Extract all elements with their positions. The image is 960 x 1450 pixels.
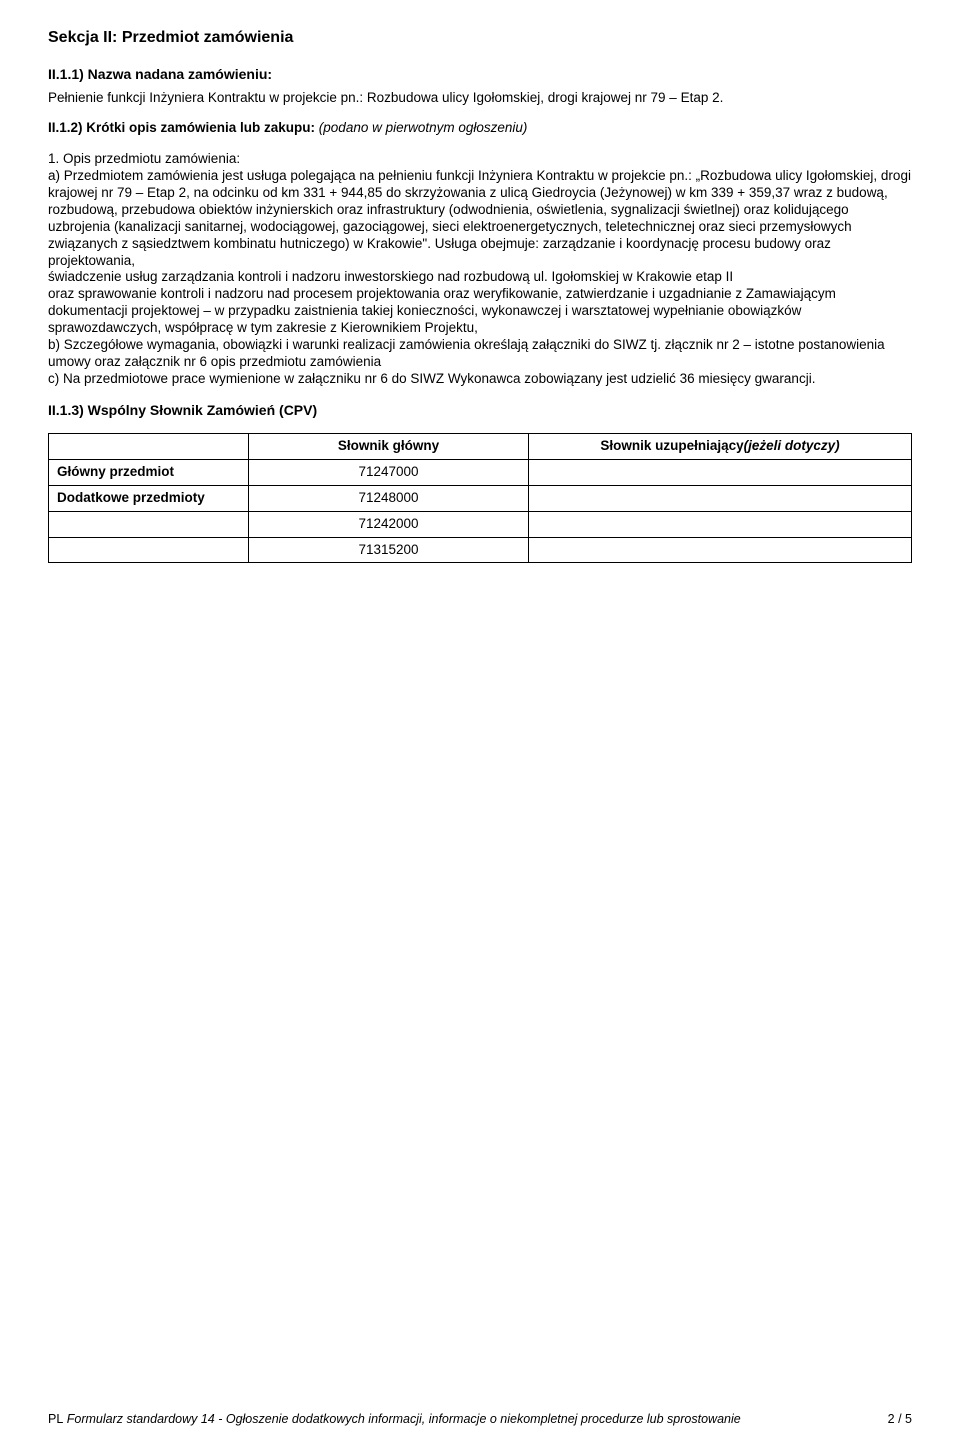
col-supp-note: (jeżeli dotyczy) [744, 438, 840, 453]
row-main: 71247000 [249, 459, 529, 485]
cpv-table: Słownik główny Słownik uzupełniający(jeż… [48, 433, 912, 563]
row-label: Dodatkowe przedmioty [49, 485, 249, 511]
ii11-body: Pełnienie funkcji Inżyniera Kontraktu w … [48, 90, 912, 107]
footer-page: 2 / 5 [888, 1412, 912, 1428]
table-row: 71242000 [49, 511, 912, 537]
ii12-label: II.1.2) Krótki opis zamówienia lub zakup… [48, 120, 319, 135]
col-supp-label: Słownik uzupełniający [600, 438, 743, 453]
footer-prefix: PL [48, 1412, 63, 1426]
page-footer: PL Formularz standardowy 14 - Ogłoszenie… [48, 1412, 912, 1428]
row-supp [529, 537, 912, 563]
footer-left: PL Formularz standardowy 14 - Ogłoszenie… [48, 1412, 741, 1428]
row-supp [529, 511, 912, 537]
ii11-label: II.1.1) Nazwa nadana zamówieniu: [48, 66, 912, 84]
footer-text: Formularz standardowy 14 - Ogłoszenie do… [63, 1412, 740, 1426]
row-label: Główny przedmiot [49, 459, 249, 485]
row-main: 71242000 [249, 511, 529, 537]
row-main: 71315200 [249, 537, 529, 563]
table-row: Główny przedmiot 71247000 [49, 459, 912, 485]
row-label [49, 537, 249, 563]
ii12-heading: II.1.2) Krótki opis zamówienia lub zakup… [48, 120, 912, 137]
ii13-label: II.1.3) Wspólny Słownik Zamówień (CPV) [48, 402, 912, 420]
row-label [49, 511, 249, 537]
cpv-table-wrap: Słownik główny Słownik uzupełniający(jeż… [48, 433, 912, 563]
ii12-body: 1. Opis przedmiotu zamówienia: a) Przedm… [48, 151, 912, 387]
col-supp-header: Słownik uzupełniający(jeżeli dotyczy) [529, 434, 912, 460]
ii12-note: (podano w pierwotnym ogłoszeniu) [319, 120, 528, 135]
table-row: 71315200 [49, 537, 912, 563]
row-main: 71248000 [249, 485, 529, 511]
col-empty [49, 434, 249, 460]
row-supp [529, 459, 912, 485]
col-main-header: Słownik główny [249, 434, 529, 460]
section-title: Sekcja II: Przedmiot zamówienia [48, 28, 912, 48]
row-supp [529, 485, 912, 511]
table-row: Dodatkowe przedmioty 71248000 [49, 485, 912, 511]
table-header-row: Słownik główny Słownik uzupełniający(jeż… [49, 434, 912, 460]
